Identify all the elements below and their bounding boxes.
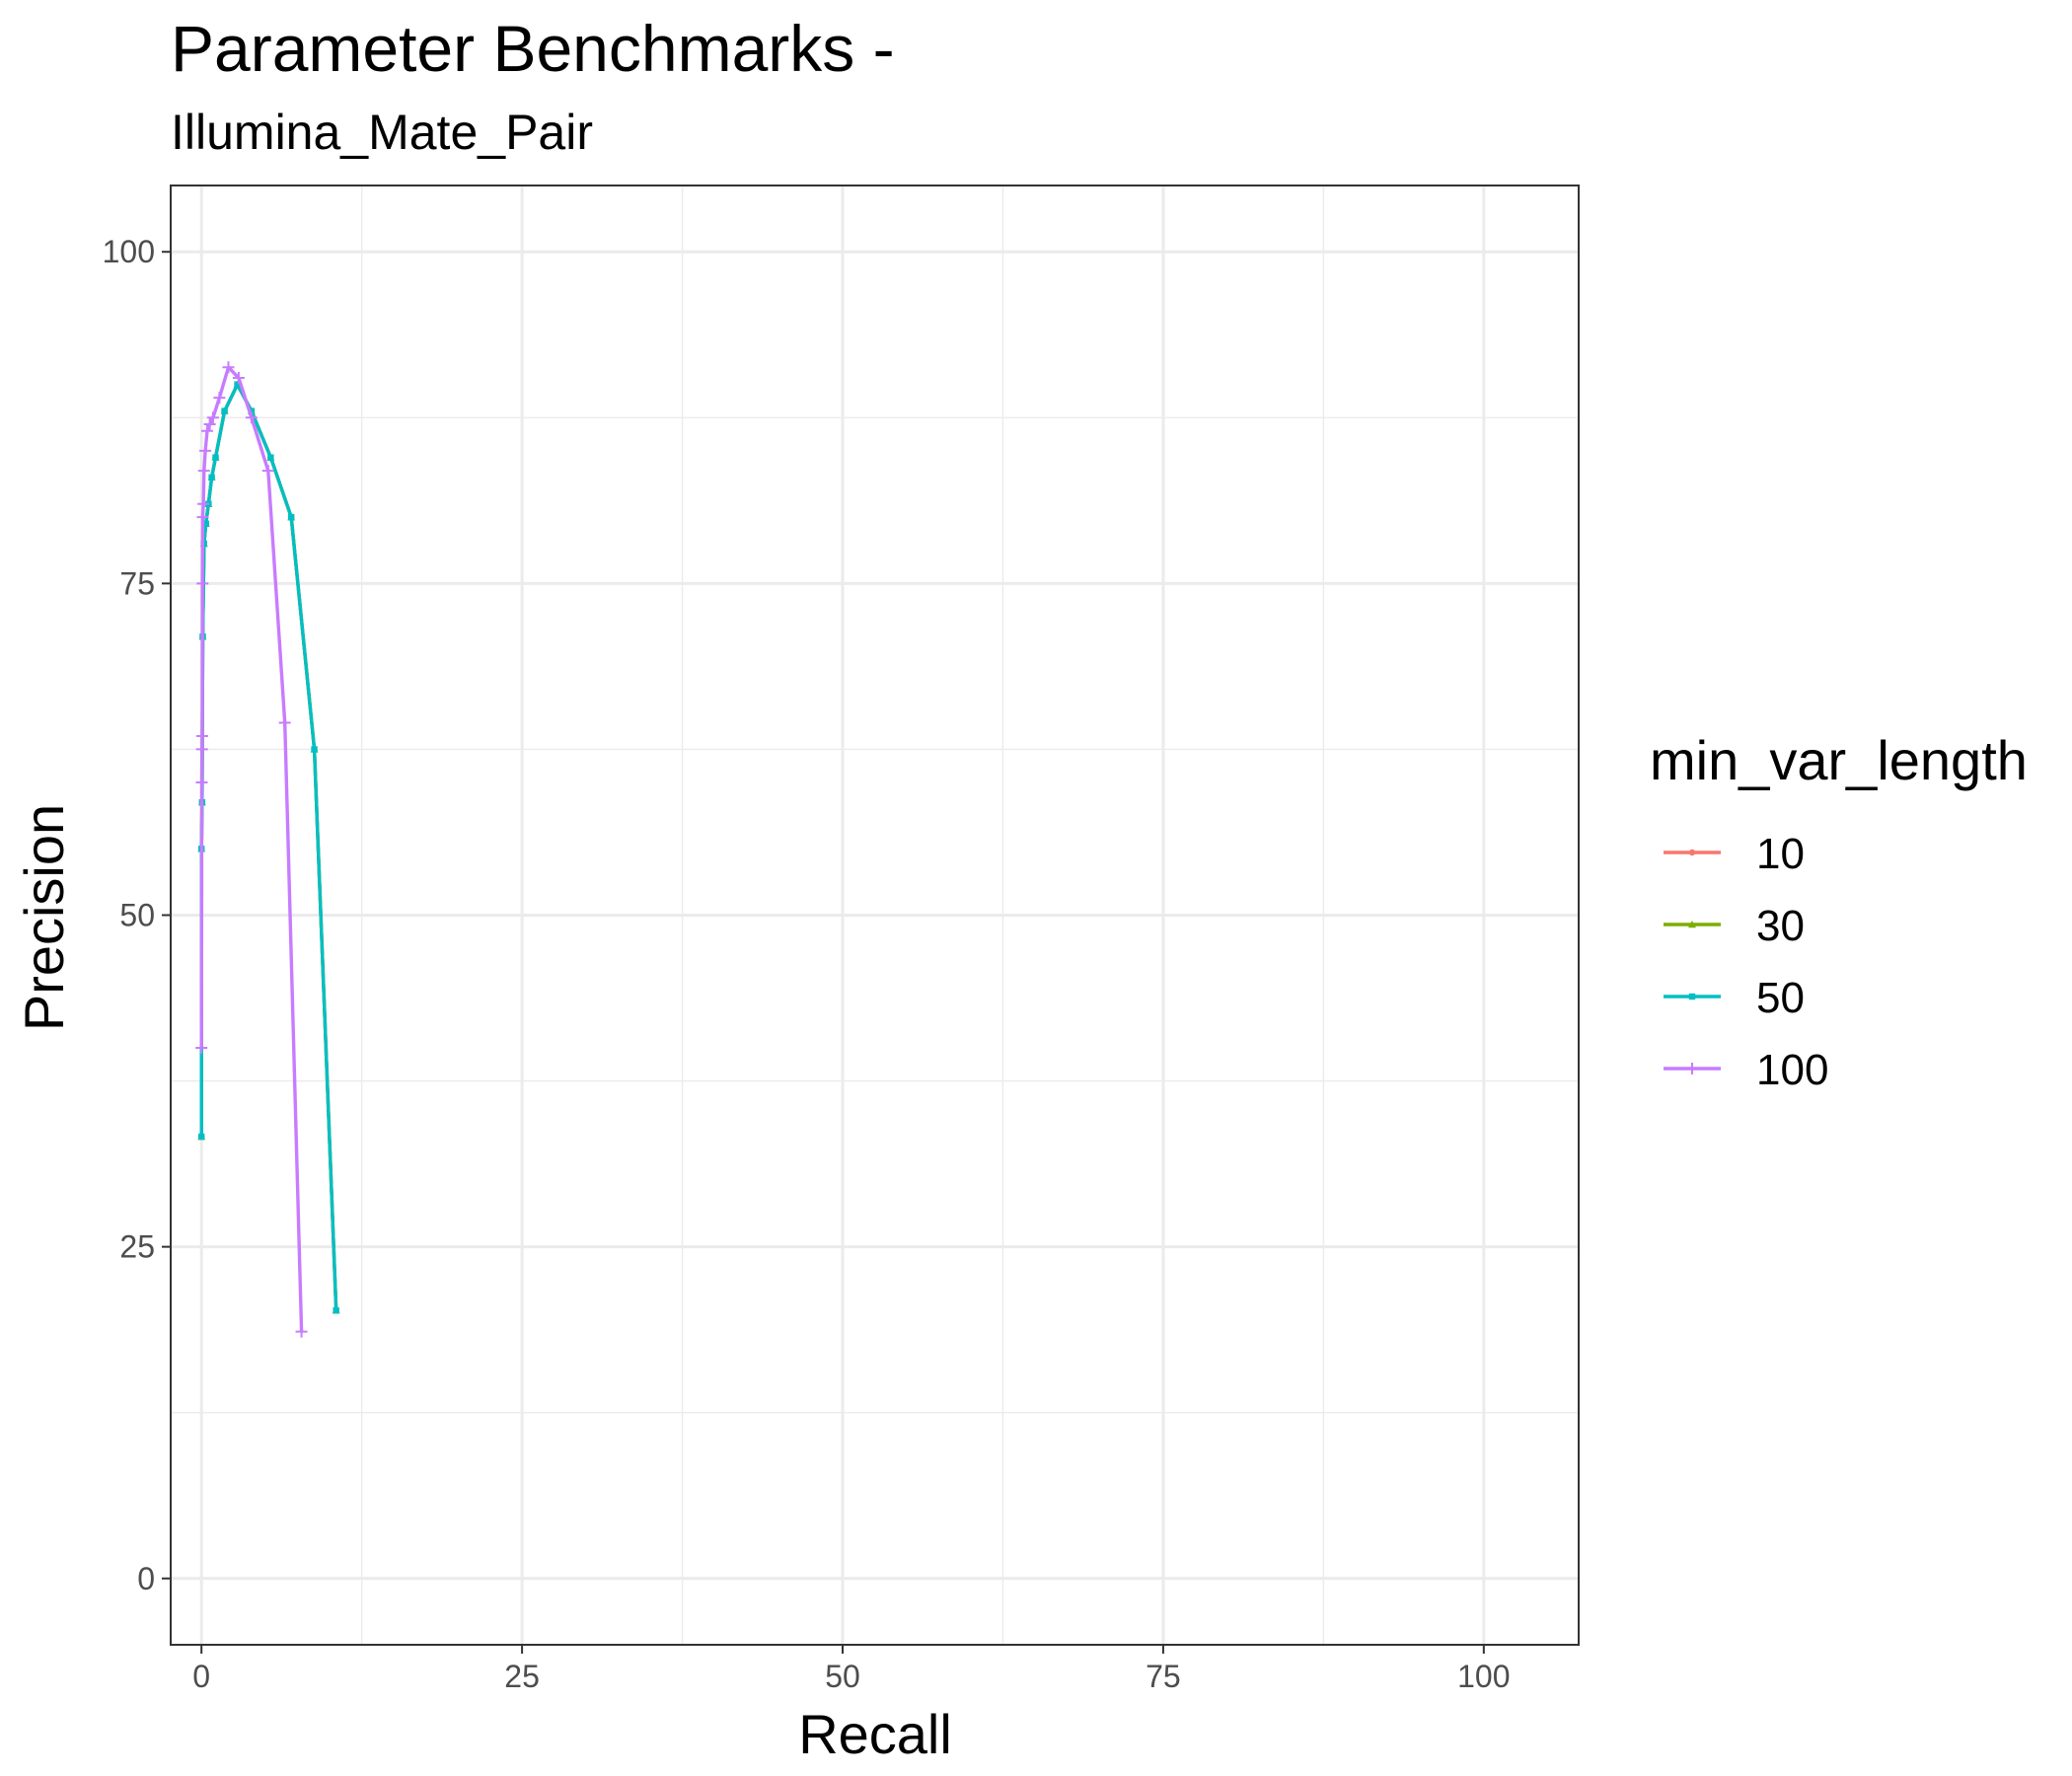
data-point-100 bbox=[206, 411, 219, 424]
data-point-100 bbox=[261, 465, 274, 478]
y-tick-label: 50 bbox=[119, 898, 155, 933]
legend-key-marker bbox=[1688, 921, 1696, 928]
data-point-50 bbox=[202, 520, 209, 528]
series-100 bbox=[195, 361, 308, 1338]
data-point-50 bbox=[248, 407, 256, 414]
data-point-50 bbox=[287, 513, 295, 521]
data-point-100 bbox=[232, 371, 245, 384]
x-tick-label: 25 bbox=[504, 1659, 540, 1694]
legend-label: 30 bbox=[1756, 902, 1805, 950]
legend-item-10: 10 bbox=[1664, 830, 1805, 878]
series-line-30 bbox=[199, 383, 338, 1311]
x-tick-label: 75 bbox=[1146, 1659, 1181, 1694]
legend-title: min_var_length bbox=[1650, 729, 2028, 791]
legend-item-100: 100 bbox=[1664, 1046, 1828, 1094]
data-point-100 bbox=[201, 424, 214, 437]
data-point-50 bbox=[197, 1133, 205, 1141]
data-point-100 bbox=[195, 729, 208, 742]
data-point-100 bbox=[203, 418, 216, 431]
y-tick-label: 25 bbox=[119, 1229, 155, 1265]
legend-item-30: 30 bbox=[1664, 902, 1805, 950]
y-axis-title: Precision bbox=[13, 804, 75, 1031]
x-tick-label: 50 bbox=[825, 1659, 860, 1694]
y-tick-label: 100 bbox=[103, 234, 155, 269]
axis-ticks: 0 25 50 75 100 0 25 50 75 100 bbox=[103, 234, 1511, 1694]
legend-item-50: 50 bbox=[1664, 974, 1805, 1022]
data-point-100 bbox=[278, 716, 291, 729]
legend-label: 50 bbox=[1756, 974, 1805, 1022]
x-axis-title: Recall bbox=[798, 1703, 952, 1765]
data-point-100 bbox=[245, 411, 258, 424]
data-point-50 bbox=[208, 474, 215, 481]
legend-label: 10 bbox=[1756, 830, 1805, 878]
series-line-100 bbox=[199, 365, 304, 1332]
chart-title: Parameter Benchmarks - bbox=[171, 12, 895, 85]
y-tick-label: 75 bbox=[119, 565, 155, 601]
chart-subtitle: Illumina_Mate_Pair bbox=[171, 105, 593, 160]
data-point-100 bbox=[213, 392, 226, 405]
data-point-100 bbox=[195, 777, 208, 789]
data-point-50 bbox=[234, 381, 241, 388]
data-point-100 bbox=[199, 444, 212, 457]
data-point-100 bbox=[195, 743, 208, 756]
x-tick-label: 100 bbox=[1457, 1659, 1510, 1694]
data-point-50 bbox=[333, 1306, 339, 1314]
data-point-100 bbox=[295, 1325, 308, 1338]
legend: 10 30 50 100 bbox=[1664, 830, 1828, 1094]
data-series bbox=[195, 361, 340, 1338]
data-point-100 bbox=[222, 361, 235, 374]
data-point-100 bbox=[196, 577, 209, 590]
grid bbox=[171, 185, 1579, 1645]
x-tick-label: 0 bbox=[192, 1659, 210, 1694]
data-point-100 bbox=[197, 465, 210, 478]
legend-key-marker bbox=[1688, 849, 1696, 856]
data-point-50 bbox=[267, 454, 274, 461]
legend-key-marker bbox=[1688, 993, 1696, 1000]
legend-label: 100 bbox=[1756, 1046, 1828, 1094]
y-tick-label: 0 bbox=[137, 1561, 155, 1596]
data-point-100 bbox=[195, 1041, 208, 1054]
data-point-50 bbox=[311, 746, 318, 753]
data-point-50 bbox=[221, 407, 228, 414]
data-point-50 bbox=[212, 454, 219, 461]
series-line-50 bbox=[199, 383, 338, 1311]
data-point-100 bbox=[197, 497, 210, 510]
legend-key-marker bbox=[1686, 1063, 1698, 1074]
series-line-10 bbox=[199, 383, 338, 1311]
series-50 bbox=[197, 381, 339, 1314]
data-point-100 bbox=[196, 511, 209, 524]
